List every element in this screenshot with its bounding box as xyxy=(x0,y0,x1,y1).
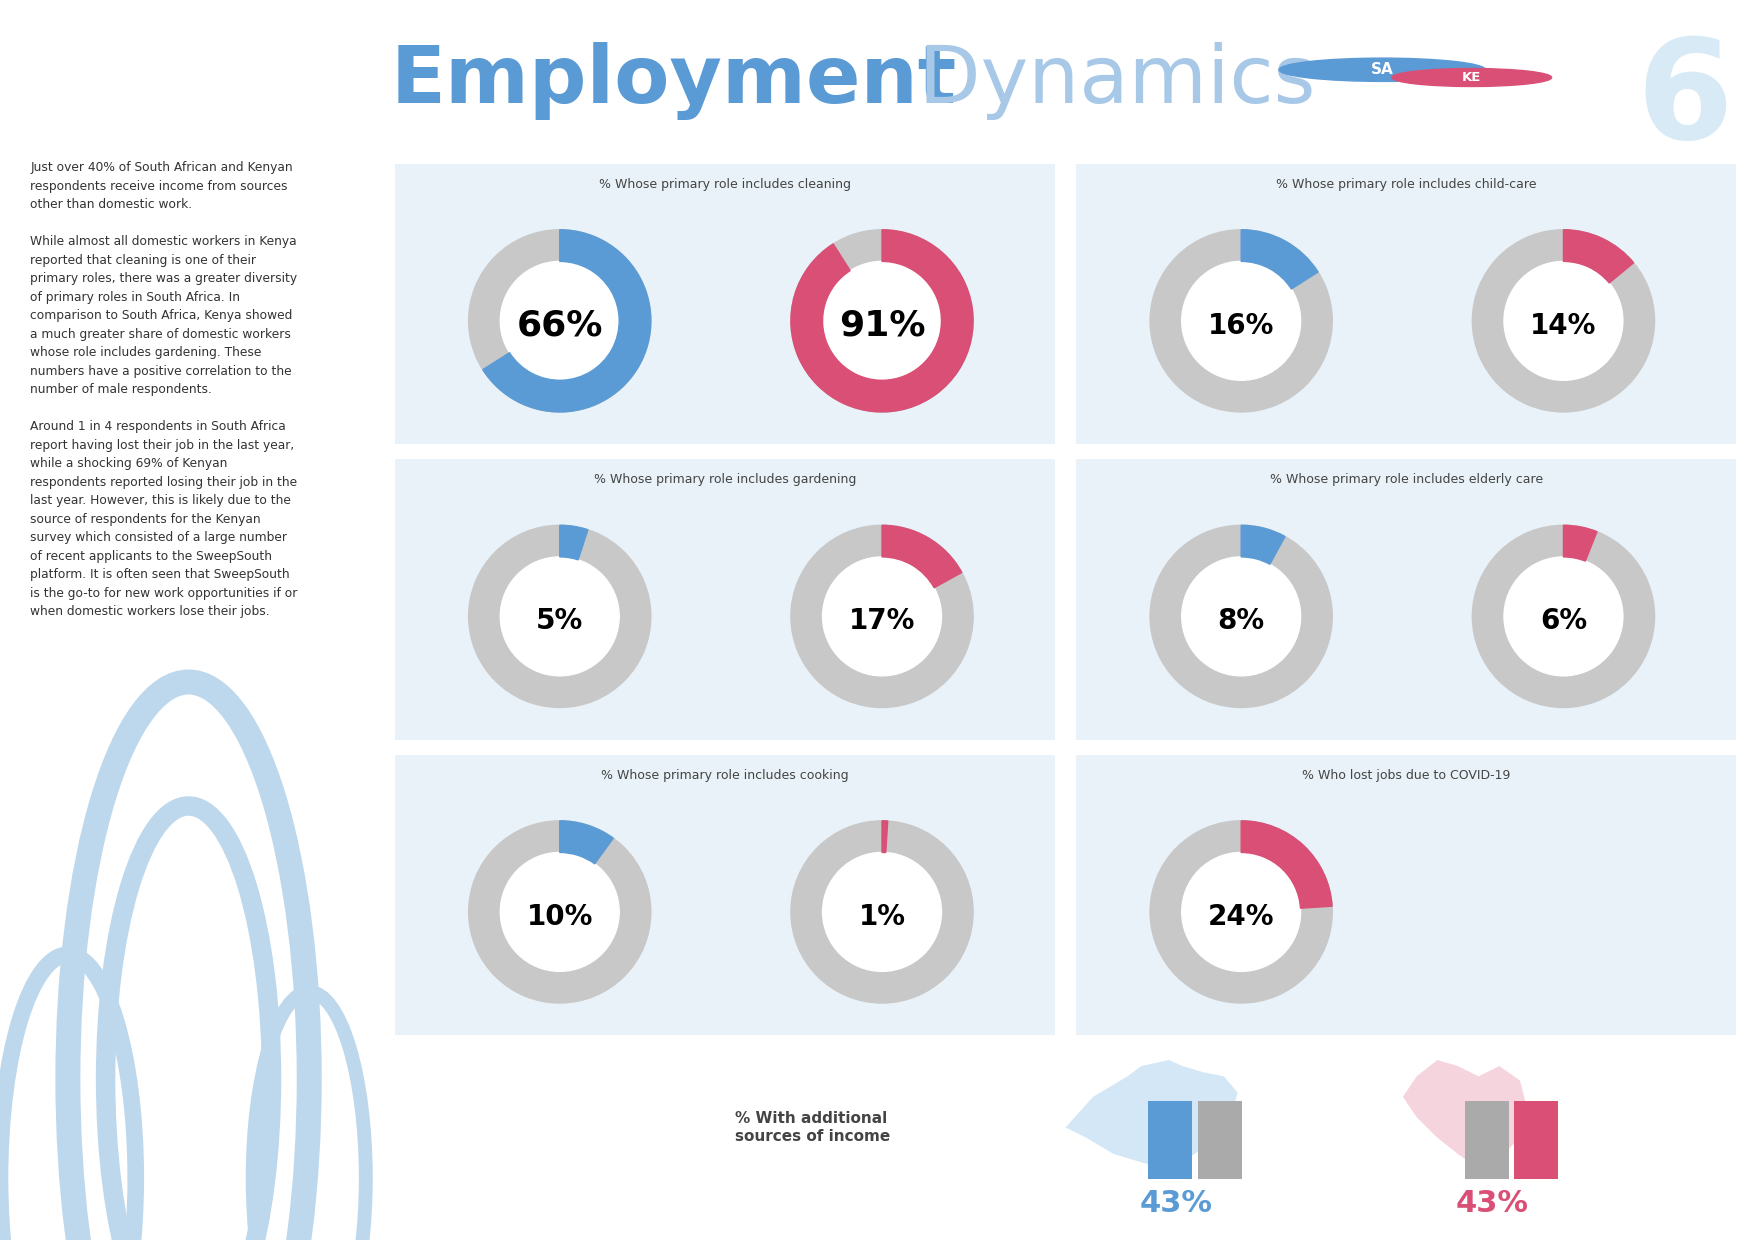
Polygon shape xyxy=(1403,1060,1526,1168)
Circle shape xyxy=(1503,557,1622,676)
Wedge shape xyxy=(882,821,888,853)
Wedge shape xyxy=(468,526,651,708)
Text: Employment: Employment xyxy=(391,42,958,119)
Wedge shape xyxy=(1151,526,1333,708)
Wedge shape xyxy=(791,229,973,412)
Circle shape xyxy=(1503,262,1622,381)
Wedge shape xyxy=(882,526,961,588)
Circle shape xyxy=(823,852,942,971)
Text: Just over 40% of South African and Kenyan
respondents receive income from source: Just over 40% of South African and Kenya… xyxy=(30,161,298,619)
Text: 24%: 24% xyxy=(1209,903,1275,931)
Text: 16%: 16% xyxy=(1209,311,1275,340)
Text: 5%: 5% xyxy=(537,608,584,635)
Text: 43%: 43% xyxy=(1456,1189,1529,1218)
Wedge shape xyxy=(1242,229,1317,289)
Circle shape xyxy=(500,557,619,676)
Text: 66%: 66% xyxy=(517,309,603,342)
Text: KE: KE xyxy=(1463,71,1482,84)
Circle shape xyxy=(823,262,942,381)
Wedge shape xyxy=(560,526,588,559)
Wedge shape xyxy=(791,229,973,412)
Text: % Whose primary role includes child-care: % Whose primary role includes child-care xyxy=(1275,177,1537,191)
Wedge shape xyxy=(1151,821,1333,1003)
Text: % Whose primary role includes elderly care: % Whose primary role includes elderly ca… xyxy=(1270,474,1544,486)
Text: % Whose primary role includes gardening: % Whose primary role includes gardening xyxy=(593,474,856,486)
Text: 43%: 43% xyxy=(1138,1189,1212,1218)
Circle shape xyxy=(1393,68,1552,87)
Wedge shape xyxy=(482,229,651,412)
Wedge shape xyxy=(1563,526,1596,562)
Wedge shape xyxy=(791,526,973,708)
Text: 14%: 14% xyxy=(1529,311,1596,340)
Text: 10%: 10% xyxy=(526,903,593,931)
Circle shape xyxy=(1279,58,1486,82)
Text: 6%: 6% xyxy=(1540,608,1587,635)
Circle shape xyxy=(500,852,619,971)
Bar xyxy=(1149,1101,1193,1178)
Bar xyxy=(1514,1101,1559,1178)
Text: 1%: 1% xyxy=(858,903,905,931)
Wedge shape xyxy=(1472,229,1654,412)
Text: 17%: 17% xyxy=(849,608,916,635)
Wedge shape xyxy=(1563,229,1633,283)
Polygon shape xyxy=(1065,1060,1238,1168)
Text: 91%: 91% xyxy=(838,309,926,342)
Text: Dynamics: Dynamics xyxy=(893,42,1316,119)
Circle shape xyxy=(823,557,942,676)
Text: 8%: 8% xyxy=(1217,608,1265,635)
Circle shape xyxy=(500,262,619,381)
Wedge shape xyxy=(1151,229,1333,412)
Wedge shape xyxy=(468,821,651,1003)
Wedge shape xyxy=(468,229,651,412)
Bar xyxy=(1465,1101,1508,1178)
Wedge shape xyxy=(560,821,614,864)
Circle shape xyxy=(1182,262,1301,381)
Wedge shape xyxy=(1242,821,1331,908)
Circle shape xyxy=(1182,557,1301,676)
Circle shape xyxy=(1182,852,1301,971)
Text: 6: 6 xyxy=(1636,33,1733,169)
Wedge shape xyxy=(1472,526,1654,708)
Text: % Whose primary role includes cleaning: % Whose primary role includes cleaning xyxy=(598,177,851,191)
Wedge shape xyxy=(1242,526,1286,564)
Text: SA: SA xyxy=(1372,62,1394,77)
Bar xyxy=(1198,1101,1242,1178)
Text: % Whose primary role includes cooking: % Whose primary role includes cooking xyxy=(602,769,849,781)
Wedge shape xyxy=(791,821,973,1003)
Text: % With additional
sources of income: % With additional sources of income xyxy=(735,1111,891,1143)
Text: % Who lost jobs due to COVID-19: % Who lost jobs due to COVID-19 xyxy=(1301,769,1510,781)
